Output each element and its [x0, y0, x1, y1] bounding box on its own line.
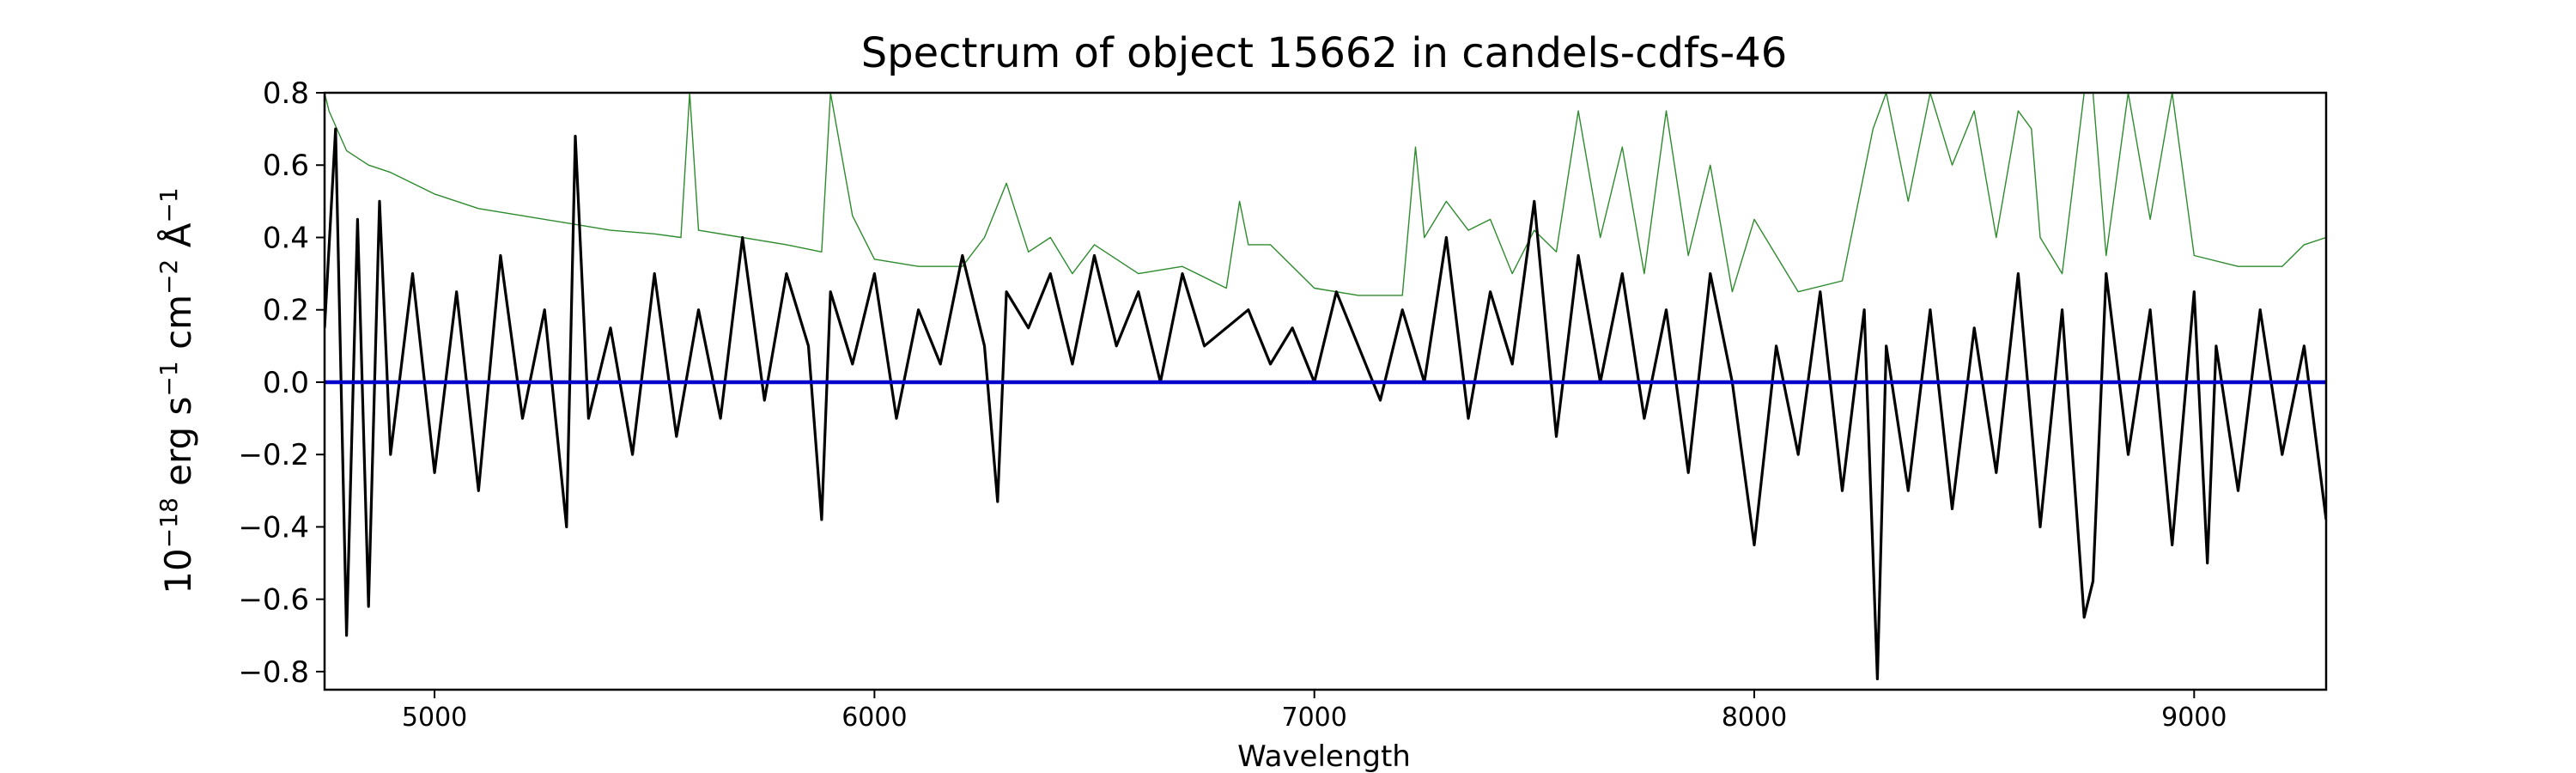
series-line-flux — [325, 127, 2326, 681]
y-tick-label: 0.6 — [263, 149, 309, 183]
y-tick-label: 0.4 — [263, 221, 309, 255]
y-label-exp3: −1 — [155, 187, 183, 222]
y-label-unit1: erg s — [157, 397, 199, 498]
y-tick-label: 0.2 — [263, 294, 309, 328]
y-tick-label: −0.6 — [238, 583, 309, 618]
y-label-exp1: −1 — [155, 361, 183, 396]
y-axis: −0.8 −0.6 −0.4 −0.2 0.0 0.2 0.4 0.6 0.8 — [238, 76, 325, 690]
x-tick-label: 7000 — [1282, 703, 1347, 733]
x-axis: 5000 6000 7000 8000 9000 — [402, 690, 2227, 733]
y-label-base: 10 — [157, 548, 199, 593]
plot-frame — [323, 91, 2328, 691]
y-label-unit2: cm — [157, 295, 199, 361]
y-tick-label: −0.8 — [238, 655, 309, 690]
y-axis-label: 10−18 erg s−1 cm−2 Å−1 — [155, 187, 199, 593]
y-label-unit3: Å — [156, 222, 199, 259]
x-tick-label: 6000 — [841, 703, 907, 733]
y-label-exp2: −2 — [155, 259, 183, 295]
x-tick-label: 5000 — [402, 703, 467, 733]
x-tick-label: 8000 — [1722, 703, 1787, 733]
x-tick-label: 9000 — [2161, 703, 2227, 733]
series-layer — [325, 93, 2326, 681]
y-tick-label: −0.4 — [238, 510, 309, 545]
chart-title: Spectrum of object 15662 in candels-cdfs… — [861, 29, 1788, 77]
x-axis-label: Wavelength — [1237, 740, 1411, 773]
plot-area — [323, 91, 2328, 691]
y-label-exp: −18 — [155, 497, 183, 548]
y-tick-label: 0.0 — [263, 366, 309, 400]
y-tick-label: 0.8 — [263, 76, 309, 111]
series-line-noise — [325, 93, 2326, 296]
y-tick-label: −0.2 — [238, 438, 309, 472]
